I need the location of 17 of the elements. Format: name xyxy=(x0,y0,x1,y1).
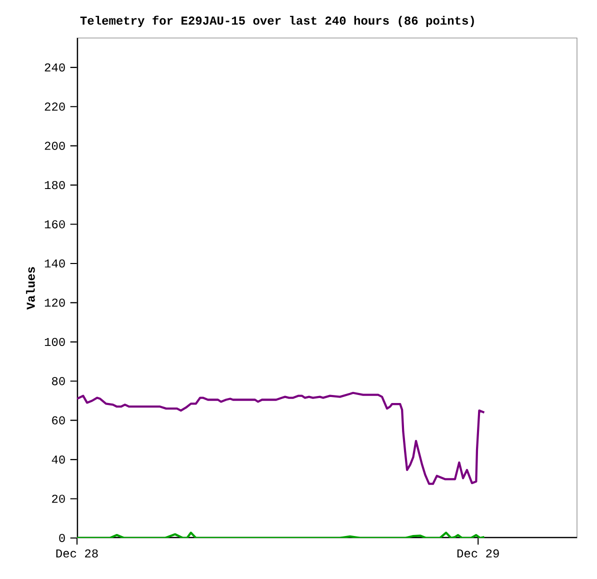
y-axis-title: Values xyxy=(26,267,35,310)
y-tick-label: 240 xyxy=(44,63,65,72)
y-tick-label: 80 xyxy=(52,377,65,386)
y-tick-label: 180 xyxy=(44,180,65,190)
y-tick-label: 220 xyxy=(44,102,65,111)
y-tick-label: 140 xyxy=(44,259,65,268)
y-tick-label: 40 xyxy=(52,455,65,464)
x-tick-label: Dec 28 xyxy=(56,549,98,558)
y-tick-label: 60 xyxy=(52,416,65,424)
y-tick-label: 100 xyxy=(44,338,65,346)
y-tick-label: 120 xyxy=(44,298,65,307)
y-tick-label: 0 xyxy=(59,534,65,542)
y-tick-label: 20 xyxy=(52,494,65,503)
x-tick-label: Dec 29 xyxy=(457,549,499,558)
y-tick-label: 160 xyxy=(44,220,65,228)
chart-title: Telemetry for E29JAU-15 over last 240 hours (86 points) xyxy=(80,16,474,28)
y-tick-label: 200 xyxy=(44,142,65,150)
